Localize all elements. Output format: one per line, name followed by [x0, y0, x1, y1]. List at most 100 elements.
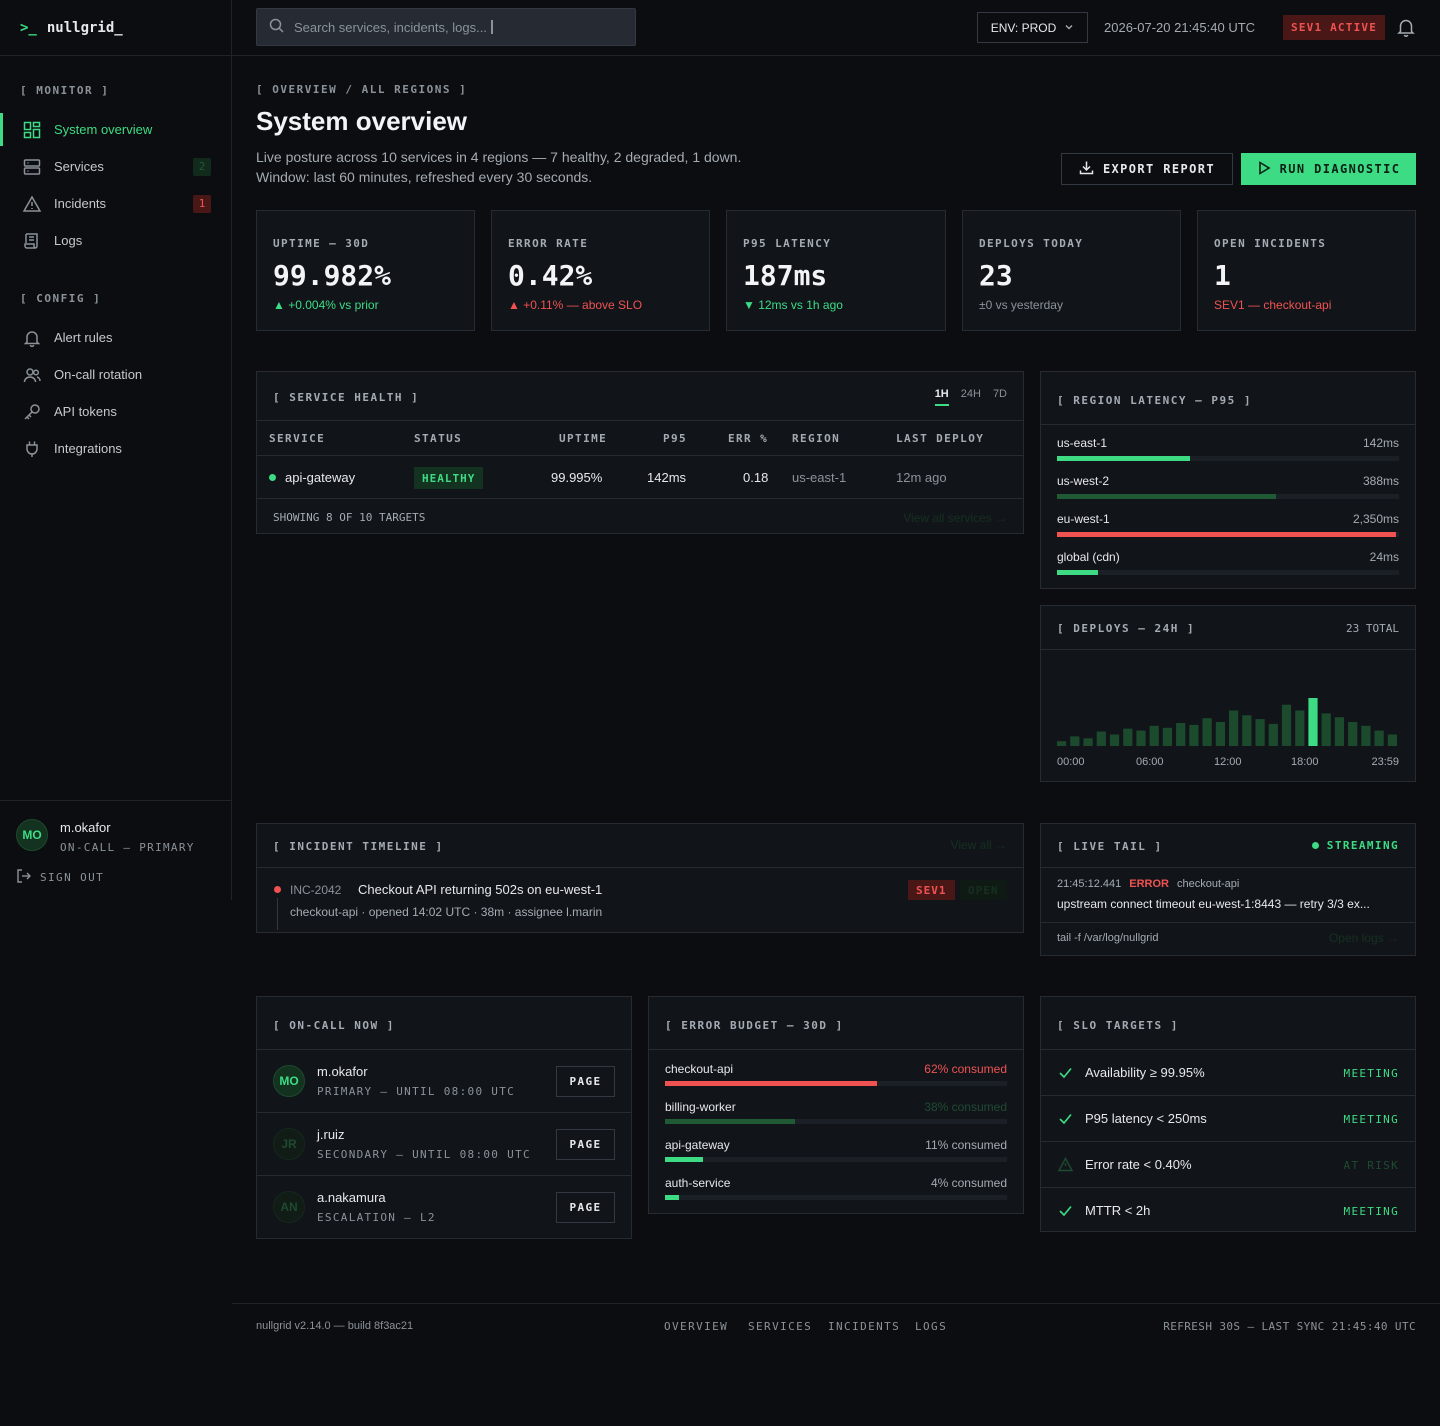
sev-active-badge[interactable]: SEV1 ACTIVE [1283, 15, 1386, 40]
column-header[interactable]: UPTIME [559, 432, 608, 445]
axis-tick-label: 00:00 [1057, 756, 1085, 768]
cell-uptime: 99.995% [551, 470, 603, 485]
on-call-row: JR j.ruiz SECONDARY — UNTIL 08:00 UTC PAGE [257, 1112, 631, 1176]
sidebar-item-alert-rules[interactable]: Alert rules [0, 319, 231, 356]
slo-targets-panel: [ SLO TARGETS ] Availability ≥ 99.95% MEE… [1040, 996, 1416, 1232]
latency-bar-track [1057, 456, 1399, 461]
budget-bar-track [665, 1081, 1007, 1086]
brand[interactable]: >_ nullgrid_ [0, 0, 231, 56]
budget-service: api-gateway [665, 1138, 730, 1152]
sidebar-item-api-tokens[interactable]: API tokens [0, 393, 231, 430]
kpi-label: ERROR RATE [508, 237, 589, 250]
budget-bar-track [665, 1119, 1007, 1124]
region-row: eu-west-1 2,350ms [1041, 512, 1415, 548]
column-header[interactable]: STATUS [414, 432, 463, 445]
download-icon [1079, 160, 1094, 178]
column-header[interactable]: LAST DEPLOY [896, 432, 985, 445]
users-icon [22, 365, 42, 385]
sign-out-icon [16, 868, 32, 887]
deploys-panel: [ DEPLOYS — 24H ] 23 TOTAL 00:00 06:00 1… [1040, 605, 1416, 782]
budget-bar-track [665, 1195, 1007, 1200]
deploy-bar [1321, 713, 1331, 746]
column-header[interactable]: ERR % [728, 432, 769, 445]
sidebar-item-system-overview[interactable]: System overview [0, 111, 231, 148]
budget-bar-fill [665, 1119, 795, 1124]
kpi-label: DEPLOYS TODAY [979, 237, 1084, 250]
sev-badge: SEV1 [908, 880, 955, 900]
page-button[interactable]: PAGE [556, 1129, 615, 1160]
kpi-value: 0.42% [508, 259, 593, 292]
deploy-bar [1070, 736, 1080, 746]
column-header[interactable]: SERVICE [269, 432, 326, 445]
view-all-incidents-link[interactable]: View all → [950, 838, 1007, 852]
tab-24h[interactable]: 24H [960, 388, 981, 400]
divider [1041, 1049, 1415, 1050]
deploy-bar [1176, 723, 1186, 746]
scroll-icon [22, 231, 42, 251]
status-badge: HEALTHY [414, 467, 484, 489]
sidebar-item-logs[interactable]: Logs [0, 222, 231, 259]
sidebar-item-label: Services [54, 159, 104, 174]
footer-link-logs[interactable]: LOGS [915, 1320, 948, 1333]
user-name: m.okafor [60, 820, 111, 835]
search-input[interactable]: Search services, incidents, logs... [256, 8, 636, 46]
sidebar-item-integrations[interactable]: Integrations [0, 430, 231, 467]
run-diagnostic-button[interactable]: RUN DIAGNOSTIC [1241, 153, 1416, 185]
open-logs-link[interactable]: Open logs → [1328, 931, 1399, 945]
live-tail-panel: [ LIVE TAIL ] STREAMING 21:45:12.441 ERR… [1040, 823, 1416, 956]
on-call-role: PRIMARY — UNTIL 08:00 UTC [317, 1085, 516, 1098]
region-name: eu-west-1 [1057, 512, 1110, 526]
topbar: Search services, incidents, logs... ENV:… [232, 0, 1440, 56]
sidebar-item-on-call-rotation[interactable]: On-call rotation [0, 356, 231, 393]
user-block: MO m.okafor ON-CALL — PRIMARY SIGN OUT [0, 800, 231, 905]
tail-command: tail -f /var/log/nullgrid [1057, 932, 1159, 944]
tab-1h[interactable]: 1H [934, 388, 949, 406]
check-icon [1058, 1111, 1073, 1129]
sidebar-item-incidents[interactable]: Incidents 1 [0, 185, 231, 222]
nav-section-monitor: [ MONITOR ] [20, 84, 110, 97]
timeline-line [277, 898, 278, 930]
streaming-indicator: STREAMING [1311, 839, 1399, 852]
panel-title: [ DEPLOYS — 24H ] [1057, 622, 1196, 635]
latency-bar-track [1057, 532, 1399, 537]
kpi-label: OPEN INCIDENTS [1214, 237, 1327, 250]
footer-link-services[interactable]: SERVICES [748, 1320, 813, 1333]
column-header[interactable]: P95 [663, 432, 688, 445]
latency-bar-track [1057, 570, 1399, 575]
budget-bar-fill [665, 1157, 703, 1162]
live-dot-icon [1311, 842, 1319, 849]
deploy-bar [1268, 723, 1278, 746]
run-diagnostic-label: RUN DIAGNOSTIC [1279, 162, 1401, 176]
page-button[interactable]: PAGE [556, 1066, 615, 1097]
env-select[interactable]: ENV: PROD [977, 12, 1088, 43]
column-header[interactable]: REGION [792, 432, 841, 445]
avatar[interactable]: MO [16, 819, 48, 851]
divider [1041, 1141, 1415, 1142]
deploy-bar [1136, 730, 1146, 746]
kpi-value: 99.982% [273, 259, 392, 292]
play-icon [1257, 160, 1271, 178]
check-icon [1058, 1065, 1073, 1083]
cell-last-deploy: 12m ago [896, 470, 947, 485]
panel-title: [ ERROR BUDGET — 30D ] [665, 1019, 844, 1032]
sidebar-item-services[interactable]: Services 2 [0, 148, 231, 185]
notifications-bell-icon[interactable] [1397, 18, 1415, 40]
divider [257, 1049, 631, 1050]
footer-link-overview[interactable]: OVERVIEW [664, 1320, 729, 1333]
tab-7d[interactable]: 7D [992, 388, 1007, 400]
severity-dot [274, 886, 281, 893]
deploy-bar [1255, 719, 1265, 746]
on-call-panel: [ ON-CALL NOW ] MO m.okafor PRIMARY — UNTI… [256, 996, 632, 1239]
panel-title: [ SLO TARGETS ] [1057, 1019, 1179, 1032]
budget-service: checkout-api [665, 1062, 734, 1076]
kpi-value: 23 [979, 259, 1013, 292]
env-label: ENV: PROD [990, 20, 1057, 35]
view-all-services-link[interactable]: View all services → [903, 511, 1007, 525]
footer-link-incidents[interactable]: INCIDENTS [828, 1320, 901, 1333]
sign-out-button[interactable]: SIGN OUT [16, 868, 215, 887]
region-row: us-east-1 142ms [1041, 436, 1415, 472]
page-button[interactable]: PAGE [556, 1192, 615, 1223]
region-name: global (cdn) [1057, 550, 1120, 564]
export-report-button[interactable]: EXPORT REPORT [1061, 153, 1233, 185]
latency-bar-fill [1057, 532, 1396, 537]
